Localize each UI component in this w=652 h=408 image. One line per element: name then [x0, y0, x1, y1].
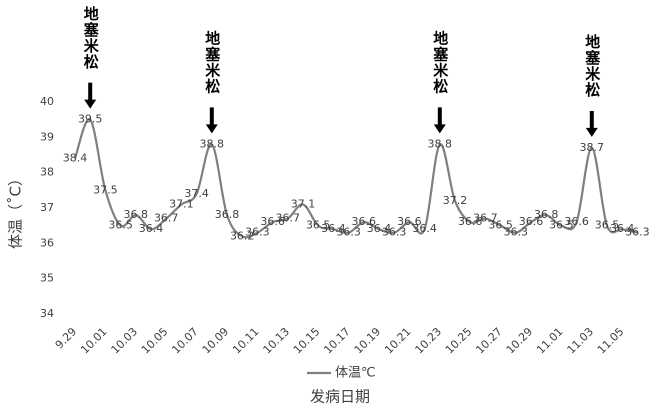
y-tick-label: 38 [40, 166, 54, 179]
x-tick-label: 10.05 [139, 325, 170, 356]
annotation-arrow-head [433, 124, 446, 134]
data-label: 36.6 [260, 215, 285, 228]
temperature-line [73, 118, 638, 239]
x-tick-label: 9.29 [53, 325, 80, 352]
data-label: 36.3 [245, 226, 270, 239]
x-tick-label: 10.23 [413, 325, 444, 356]
x-tick-label: 10.11 [230, 325, 261, 356]
data-label: 37.1 [291, 197, 316, 210]
x-tick-label: 10.13 [261, 325, 292, 356]
data-label: 36.8 [534, 208, 559, 221]
y-axis-label: 体温（˚C） [7, 171, 25, 249]
annotation: 地塞米松 [583, 33, 601, 98]
x-tick-label: 10.01 [78, 325, 109, 356]
data-label: 36.4 [412, 222, 437, 235]
data-label: 36.3 [336, 226, 361, 239]
data-label: 36.2 [230, 229, 255, 242]
data-label: 37.4 [184, 187, 209, 200]
data-label: 36.3 [504, 226, 529, 239]
x-tick-label: 11.03 [565, 325, 596, 356]
y-tick-label: 37 [40, 201, 54, 214]
data-label: 37.5 [93, 183, 118, 196]
data-label: 36.6 [352, 215, 377, 228]
legend-label: 体温℃ [335, 366, 376, 381]
data-label: 36.4 [367, 222, 392, 235]
x-tick-label: 10.15 [291, 325, 322, 356]
data-label: 36.5 [595, 219, 620, 232]
data-label: 36.6 [397, 215, 422, 228]
x-tick-label: 11.01 [534, 325, 565, 356]
data-label: 36.7 [473, 212, 498, 225]
data-label: 38.4 [63, 152, 88, 165]
data-label: 39.5 [78, 113, 103, 126]
data-label: 36.4 [139, 222, 164, 235]
data-label: 37.2 [443, 194, 468, 207]
data-label: 36.4 [321, 222, 346, 235]
y-tick-label: 40 [40, 95, 54, 108]
x-tick-label: 10.27 [473, 325, 504, 356]
annotation-arrow-head [84, 99, 97, 109]
y-tick-label: 35 [40, 272, 54, 285]
annotation: 地塞米松 [82, 5, 100, 70]
data-label: 36.7 [154, 212, 179, 225]
data-label: 36.3 [382, 226, 407, 239]
data-label: 36.6 [564, 215, 589, 228]
y-tick-label: 39 [40, 130, 54, 143]
annotation-arrow-head [585, 127, 598, 137]
x-tick-label: 10.17 [321, 325, 352, 356]
x-tick-label: 10.03 [109, 325, 140, 356]
data-label: 36.5 [549, 219, 574, 232]
annotation: 地塞米松 [431, 30, 449, 95]
x-tick-label: 10.19 [352, 325, 383, 356]
y-tick-label: 36 [40, 236, 54, 249]
x-tick-label: 10.07 [169, 325, 200, 356]
data-label: 36.7 [276, 212, 301, 225]
data-label: 36.6 [519, 215, 544, 228]
y-tick-label: 34 [40, 307, 54, 320]
data-label: 36.4 [610, 222, 635, 235]
data-label: 38.8 [428, 137, 453, 150]
annotation-arrow-head [205, 124, 218, 134]
data-label: 37.1 [169, 197, 194, 210]
data-label: 36.5 [488, 219, 513, 232]
x-tick-label: 10.29 [504, 325, 535, 356]
data-label: 36.8 [124, 208, 149, 221]
data-label: 36.5 [306, 219, 331, 232]
x-tick-label: 11.05 [595, 325, 626, 356]
x-tick-label: 10.21 [382, 325, 413, 356]
annotation: 地塞米松 [203, 30, 221, 95]
x-tick-label: 10.09 [200, 325, 231, 356]
x-axis-label: 发病日期 [310, 388, 370, 406]
data-label: 36.3 [625, 226, 650, 239]
data-label: 36.5 [108, 219, 133, 232]
x-tick-label: 10.25 [443, 325, 474, 356]
data-label: 36.8 [215, 208, 240, 221]
data-label: 38.7 [580, 141, 605, 154]
data-label: 36.6 [458, 215, 483, 228]
data-label: 38.8 [200, 137, 225, 150]
